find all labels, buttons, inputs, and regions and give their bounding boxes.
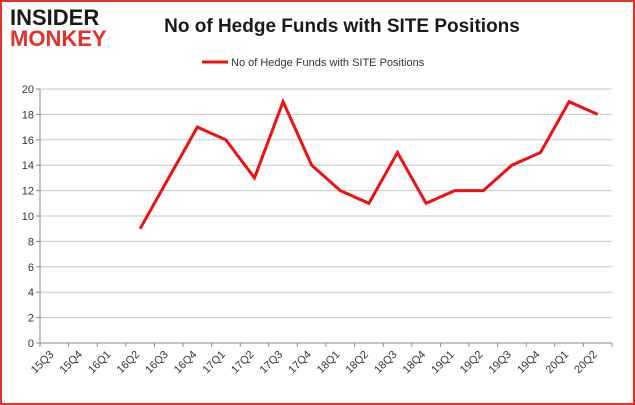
y-tick-label-6: 6	[28, 262, 34, 274]
y-tick-label-8: 8	[28, 236, 34, 248]
y-tick-label-4: 4	[28, 287, 34, 299]
x-tick-label-18Q1: 18Q1	[315, 349, 343, 377]
x-axis-ticks: 15Q3 15Q4 16Q1 16Q2 16Q3 16Q4 17Q1 17Q2 17Q3 17Q4…	[29, 343, 613, 377]
x-tick-label-19Q4: 19Q4	[515, 349, 543, 377]
chart-title: No of Hedge Funds with SITE Positions	[164, 16, 520, 37]
x-tick-label-19Q3: 19Q3	[486, 349, 514, 377]
y-tick-label-12: 12	[22, 186, 34, 198]
x-tick-label-17Q3: 17Q3	[258, 349, 286, 377]
x-tick-label-16Q2: 16Q2	[115, 349, 143, 377]
x-tick-label-15Q4: 15Q4	[57, 349, 85, 377]
x-tick-label-19Q1: 19Q1	[429, 349, 457, 377]
legend-label: No of Hedge Funds with SITE Positions	[231, 57, 425, 69]
y-tick-label-20: 20	[22, 84, 34, 96]
x-tick-label-20Q1: 20Q1	[544, 349, 572, 377]
x-tick-label-15Q3: 15Q3	[29, 349, 57, 377]
logo-line1: INSIDER	[10, 5, 99, 30]
x-tick-label-18Q2: 18Q2	[343, 349, 371, 377]
y-tick-label-18: 18	[22, 109, 34, 121]
y-tick-label-10: 10	[22, 211, 34, 223]
axes	[39, 89, 612, 344]
x-tick-label-17Q4: 17Q4	[286, 349, 314, 377]
x-tick-label-16Q4: 16Q4	[172, 349, 200, 377]
y-tick-label-0: 0	[28, 338, 34, 350]
x-tick-label-16Q3: 16Q3	[143, 349, 171, 377]
y-tick-label-16: 16	[22, 135, 34, 147]
x-tick-label-20Q2: 20Q2	[572, 349, 600, 377]
x-tick-label-16Q1: 16Q1	[86, 349, 114, 377]
legend: No of Hedge Funds with SITE Positions	[202, 57, 425, 69]
series	[138, 97, 599, 230]
y-tick-label-2: 2	[28, 313, 34, 325]
x-tick-label-19Q2: 19Q2	[458, 349, 486, 377]
logo-line2: MONKEY	[10, 26, 107, 51]
y-axis-ticks: 0 2 4 6 8 10 12 14 16 18 20	[22, 84, 40, 350]
insider-monkey-logo: INSIDER MONKEY	[10, 5, 107, 51]
x-tick-label-18Q3: 18Q3	[372, 349, 400, 377]
gridlines	[40, 88, 612, 344]
x-tick-label-17Q1: 17Q1	[200, 349, 228, 377]
y-tick-label-14: 14	[22, 160, 34, 172]
x-tick-label-17Q2: 17Q2	[229, 349, 257, 377]
x-tick-label-18Q4: 18Q4	[401, 349, 429, 377]
